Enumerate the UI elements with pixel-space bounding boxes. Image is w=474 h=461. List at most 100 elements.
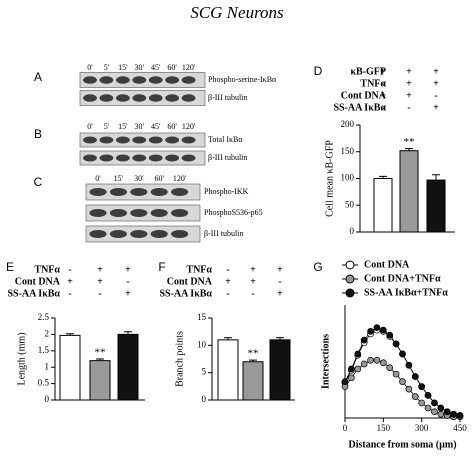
- blot-band: [83, 94, 97, 102]
- panel-letter: C: [34, 175, 43, 189]
- significance-label: **: [95, 347, 106, 359]
- point: [360, 336, 368, 344]
- condition-sign: +: [67, 276, 73, 287]
- blot-band: [165, 154, 180, 162]
- condition-label: TNFα: [360, 78, 386, 89]
- blot-row-label: Phospho-serine-IκBα: [208, 75, 277, 84]
- blot-band: [109, 209, 127, 217]
- figure-title: SCG Neurons: [190, 3, 284, 22]
- legend-label: SS-AA IκBα+TNFα: [364, 287, 448, 298]
- point: [386, 364, 394, 372]
- point: [360, 360, 368, 368]
- point: [354, 365, 362, 373]
- blot-band: [115, 94, 130, 102]
- point: [431, 408, 438, 416]
- bar: [399, 150, 419, 233]
- condition-sign: -: [278, 276, 281, 287]
- condition-sign: +: [380, 66, 386, 77]
- blot-band: [165, 76, 180, 84]
- blot-band: [150, 188, 168, 196]
- condition-sign: +: [225, 276, 231, 287]
- timepoint-label: 15': [118, 63, 128, 72]
- legend-marker: [345, 260, 355, 270]
- y-axis-label: Length (mm): [16, 332, 27, 385]
- condition-sign: -: [381, 78, 384, 89]
- blot-band: [83, 76, 97, 84]
- condition-sign: +: [97, 276, 103, 287]
- blot-band: [89, 188, 107, 196]
- significance-label: **: [404, 136, 415, 148]
- condition-sign: -: [68, 288, 71, 299]
- blot-band: [89, 209, 107, 217]
- bar: [426, 179, 446, 233]
- point: [443, 408, 451, 416]
- condition-sign: -: [226, 264, 229, 275]
- timepoint-label: 45': [151, 122, 161, 131]
- blot-band: [132, 94, 147, 102]
- blot-band: [165, 94, 180, 102]
- condition-sign: -: [68, 264, 71, 275]
- condition-sign: +: [97, 264, 103, 275]
- blot-band: [148, 94, 163, 102]
- y-axis-label: Branch points: [174, 331, 185, 387]
- blot-band: [99, 136, 114, 144]
- timepoint-label: 30': [135, 63, 145, 72]
- y-tick-label: 150: [341, 146, 355, 156]
- timepoint-label: 0': [87, 63, 93, 72]
- point: [354, 350, 362, 358]
- y-tick-label: 10: [197, 339, 207, 349]
- legend-marker: [345, 288, 355, 298]
- blot-band: [130, 230, 148, 238]
- point: [373, 356, 381, 364]
- blot-band: [132, 154, 147, 162]
- point: [373, 324, 381, 331]
- point: [399, 350, 406, 358]
- timepoint-label: 45': [151, 63, 161, 72]
- blot-band: [148, 154, 163, 162]
- blot-band: [171, 188, 189, 196]
- y-tick-label: 0: [202, 394, 207, 404]
- blot-band: [181, 94, 196, 102]
- bar: [117, 333, 139, 401]
- bar: [242, 361, 264, 401]
- bar: [59, 334, 81, 401]
- panel-letter: E: [6, 260, 14, 274]
- condition-sign: +: [125, 264, 131, 275]
- bar: [269, 339, 291, 401]
- panel-letter: B: [34, 127, 42, 141]
- timepoint-label: 120': [182, 122, 196, 131]
- blot-band: [148, 136, 163, 144]
- point: [341, 378, 349, 385]
- legend-marker: [345, 274, 355, 284]
- panel-letter: F: [158, 260, 165, 274]
- y-axis-label: Intersections: [320, 334, 331, 389]
- point: [367, 328, 374, 335]
- blot-band: [115, 154, 130, 162]
- point: [424, 392, 432, 399]
- bar: [217, 339, 239, 401]
- y-axis-label: Cell mean κB-GFP: [324, 140, 335, 217]
- point: [431, 399, 438, 407]
- panel-letter: G: [313, 260, 322, 274]
- timepoint-label: 5': [104, 63, 110, 72]
- timepoint-label: 30': [134, 174, 144, 183]
- point: [418, 383, 426, 390]
- bar: [373, 178, 393, 233]
- timepoint-label: 60': [167, 122, 177, 131]
- point: [348, 365, 355, 373]
- y-tick-label: 2: [45, 328, 50, 338]
- blot-band: [171, 209, 189, 217]
- timepoint-label: 0': [95, 174, 101, 183]
- y-tick-label: 50: [345, 199, 355, 209]
- y-tick-label: 1.5: [38, 345, 50, 355]
- blot-band: [115, 136, 130, 144]
- point: [379, 326, 387, 334]
- condition-sign: +: [277, 288, 283, 299]
- blot-row-label: PhosphoS536-p65: [204, 208, 263, 217]
- point: [450, 410, 457, 418]
- blot-row-label: β-III tubulin: [208, 93, 247, 102]
- timepoint-label: 120': [173, 174, 187, 183]
- condition-sign: +: [406, 78, 412, 89]
- condition-sign: -: [434, 90, 437, 101]
